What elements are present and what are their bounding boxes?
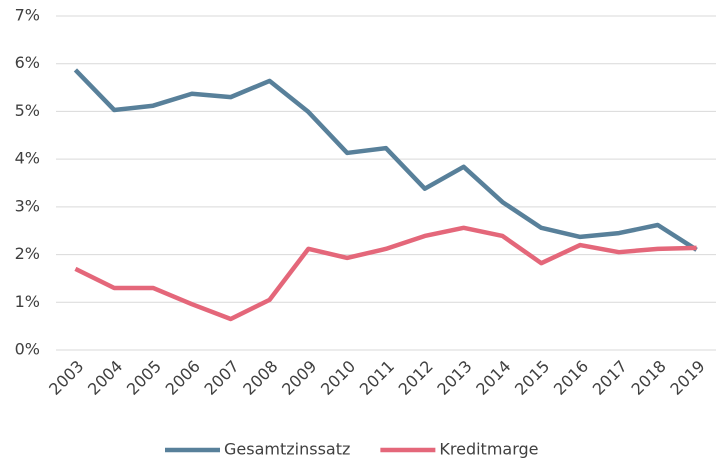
y-tick-label: 2% [15,244,40,263]
series-line [74,225,697,322]
x-tick-label: 2003 [45,357,87,399]
x-tick-label: 2011 [356,357,398,399]
x-tick-label: 2018 [628,357,670,399]
y-tick-label: 5% [15,101,40,120]
x-tick-label: 2010 [317,357,359,399]
y-tick-label: 7% [15,6,40,25]
x-tick-label: 2019 [666,357,708,399]
x-tick-label: 2008 [239,357,281,399]
y-tick-label: 3% [15,196,40,215]
x-tick-label: 2012 [395,357,437,399]
legend-label: Kreditmarge [439,440,538,459]
x-tick-label: 2006 [162,357,204,399]
x-tick-label: 2014 [472,357,514,399]
legend: Gesamtzinssatz Kreditmarge [165,440,539,459]
y-tick-label: 0% [15,340,40,359]
x-tick-label: 2016 [550,357,592,399]
y-tick-label: 6% [15,53,40,72]
x-tick-label: 2015 [511,357,553,399]
x-tick-label: 2009 [278,357,320,399]
x-tick-label: 2017 [589,357,631,399]
legend-label: Gesamtzinssatz [224,440,350,459]
x-tick-label: 2007 [200,357,242,399]
x-tick-label: 2013 [433,357,475,399]
y-tick-label: 4% [15,149,40,168]
x-tick-label: 2005 [123,357,165,399]
y-tick-label: 1% [15,292,40,311]
series-line [73,68,698,252]
x-tick-label: 2004 [84,357,126,399]
